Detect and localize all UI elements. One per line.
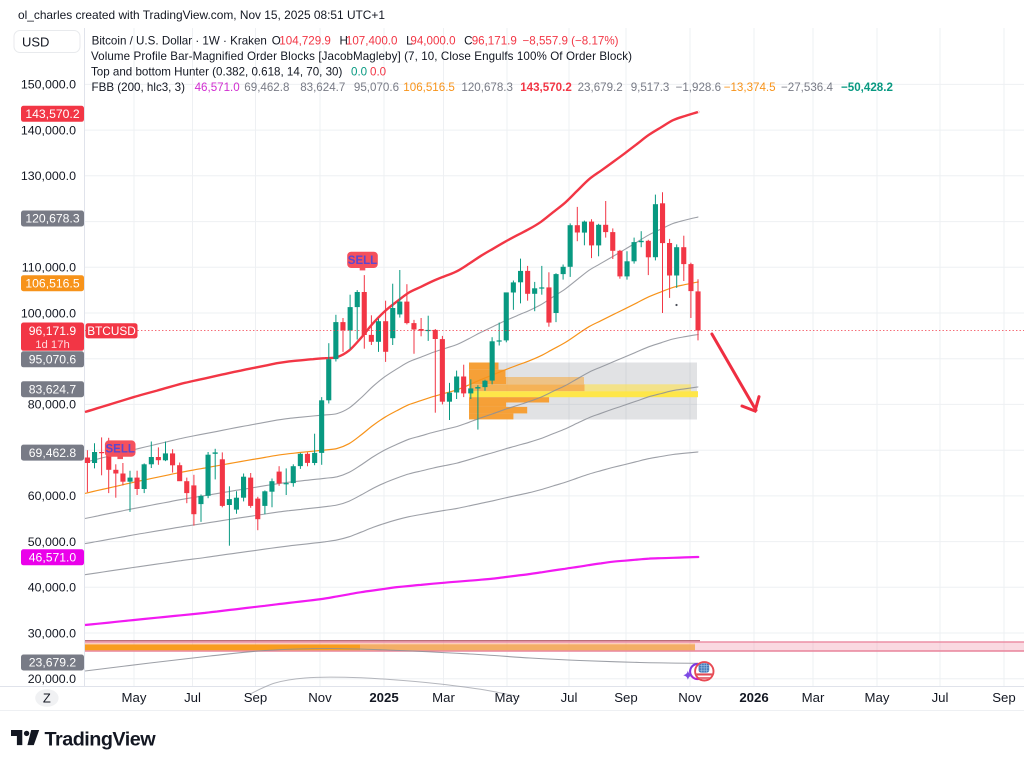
svg-text:−8,557.9 (−8.17%): −8,557.9 (−8.17%) — [523, 34, 619, 47]
svg-text:Z: Z — [43, 691, 51, 706]
svg-text:1d 17h: 1d 17h — [35, 339, 70, 351]
svg-text:83,624.7: 83,624.7 — [300, 81, 345, 94]
svg-text:69,462.8: 69,462.8 — [244, 81, 289, 94]
svg-text:104,729.9: 104,729.9 — [279, 34, 331, 47]
svg-text:ol_charles created with Tradin: ol_charles created with TradingView.com,… — [18, 8, 385, 22]
svg-text:Jul: Jul — [184, 690, 201, 705]
svg-text:60,000.0: 60,000.0 — [28, 489, 76, 503]
svg-text:95,070.6: 95,070.6 — [29, 353, 77, 367]
svg-text:143,570.2: 143,570.2 — [520, 81, 572, 94]
svg-text:69,462.8: 69,462.8 — [29, 446, 77, 460]
svg-text:96,171.9: 96,171.9 — [29, 324, 77, 338]
svg-text:23,679.2: 23,679.2 — [29, 656, 77, 670]
svg-text:−13,374.5: −13,374.5 — [724, 81, 776, 94]
svg-text:30,000.0: 30,000.0 — [28, 626, 76, 640]
svg-text:May: May — [865, 690, 890, 705]
svg-text:130,000.0: 130,000.0 — [21, 169, 76, 183]
svg-text:110,000.0: 110,000.0 — [22, 261, 76, 275]
svg-text:2026: 2026 — [739, 690, 768, 705]
svg-text:BTCUSD: BTCUSD — [87, 324, 136, 338]
svg-text:Sep: Sep — [244, 690, 267, 705]
svg-text:USD: USD — [22, 34, 49, 49]
svg-text:Mar: Mar — [802, 690, 825, 705]
svg-text:May: May — [495, 690, 520, 705]
svg-text:−27,536.4: −27,536.4 — [781, 81, 833, 94]
svg-text:Jul: Jul — [561, 690, 578, 705]
svg-text:140,000.0: 140,000.0 — [21, 123, 76, 137]
svg-text:100,000.0: 100,000.0 — [21, 306, 76, 320]
svg-text:23,679.2: 23,679.2 — [578, 81, 623, 94]
svg-text:Nov: Nov — [308, 690, 332, 705]
svg-text:96,171.9: 96,171.9 — [472, 34, 517, 47]
svg-text:FBB (200, hlc3, 3): FBB (200, hlc3, 3) — [92, 81, 186, 94]
svg-text:Sep: Sep — [614, 690, 637, 705]
svg-text:46,571.0: 46,571.0 — [195, 81, 240, 94]
svg-text:150,000.0: 150,000.0 — [21, 78, 76, 92]
svg-text:40,000.0: 40,000.0 — [28, 581, 76, 595]
svg-text:Bitcoin / U.S. Dollar · 1W · K: Bitcoin / U.S. Dollar · 1W · Kraken — [92, 34, 267, 47]
svg-text:Top and bottom Hunter (0.382,: Top and bottom Hunter (0.382, 0.618, 14,… — [91, 66, 343, 79]
svg-text:Volume Profile Bar-Magnified O: Volume Profile Bar-Magnified Order Block… — [91, 50, 632, 63]
svg-text:83,624.7: 83,624.7 — [29, 382, 77, 396]
svg-text:H: H — [340, 34, 348, 47]
svg-text:120,678.3: 120,678.3 — [461, 81, 513, 94]
svg-text:50,000.0: 50,000.0 — [28, 535, 76, 549]
svg-text:−50,428.2: −50,428.2 — [841, 81, 893, 94]
svg-text:0.0: 0.0 — [370, 66, 386, 79]
svg-text:Jul: Jul — [932, 690, 949, 705]
svg-text:94,000.0: 94,000.0 — [410, 34, 455, 47]
svg-text:95,070.6: 95,070.6 — [354, 81, 399, 94]
svg-text:L: L — [406, 34, 413, 47]
svg-text:SELL: SELL — [106, 444, 135, 456]
svg-text:143,570.2: 143,570.2 — [25, 107, 79, 121]
svg-text:2025: 2025 — [369, 690, 398, 705]
svg-text:−1,928.6: −1,928.6 — [676, 81, 721, 94]
svg-text:0.0: 0.0 — [351, 66, 367, 79]
svg-text:106,516.5: 106,516.5 — [25, 276, 79, 290]
svg-text:46,571.0: 46,571.0 — [29, 551, 77, 565]
svg-text:Sep: Sep — [992, 690, 1015, 705]
svg-text:Nov: Nov — [678, 690, 702, 705]
svg-text:C: C — [464, 34, 472, 47]
svg-text:O: O — [272, 34, 281, 47]
svg-text:20,000.0: 20,000.0 — [28, 672, 76, 686]
svg-text:80,000.0: 80,000.0 — [28, 398, 76, 412]
svg-text:May: May — [122, 690, 147, 705]
svg-text:106,516.5: 106,516.5 — [403, 81, 455, 94]
svg-text:9,517.3: 9,517.3 — [631, 81, 670, 94]
svg-text:107,400.0: 107,400.0 — [346, 34, 398, 47]
svg-text:TradingView: TradingView — [45, 729, 157, 751]
svg-text:Mar: Mar — [432, 690, 455, 705]
svg-text:SELL: SELL — [348, 255, 377, 267]
svg-text:120,678.3: 120,678.3 — [25, 212, 79, 226]
